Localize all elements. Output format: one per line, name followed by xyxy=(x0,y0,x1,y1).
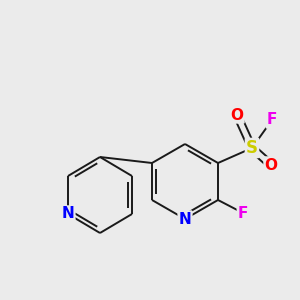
Text: F: F xyxy=(267,112,277,128)
Text: N: N xyxy=(61,206,74,221)
Text: S: S xyxy=(246,139,258,157)
Text: N: N xyxy=(178,212,191,226)
Text: O: O xyxy=(230,107,244,122)
Text: F: F xyxy=(238,206,248,220)
Text: O: O xyxy=(265,158,278,172)
